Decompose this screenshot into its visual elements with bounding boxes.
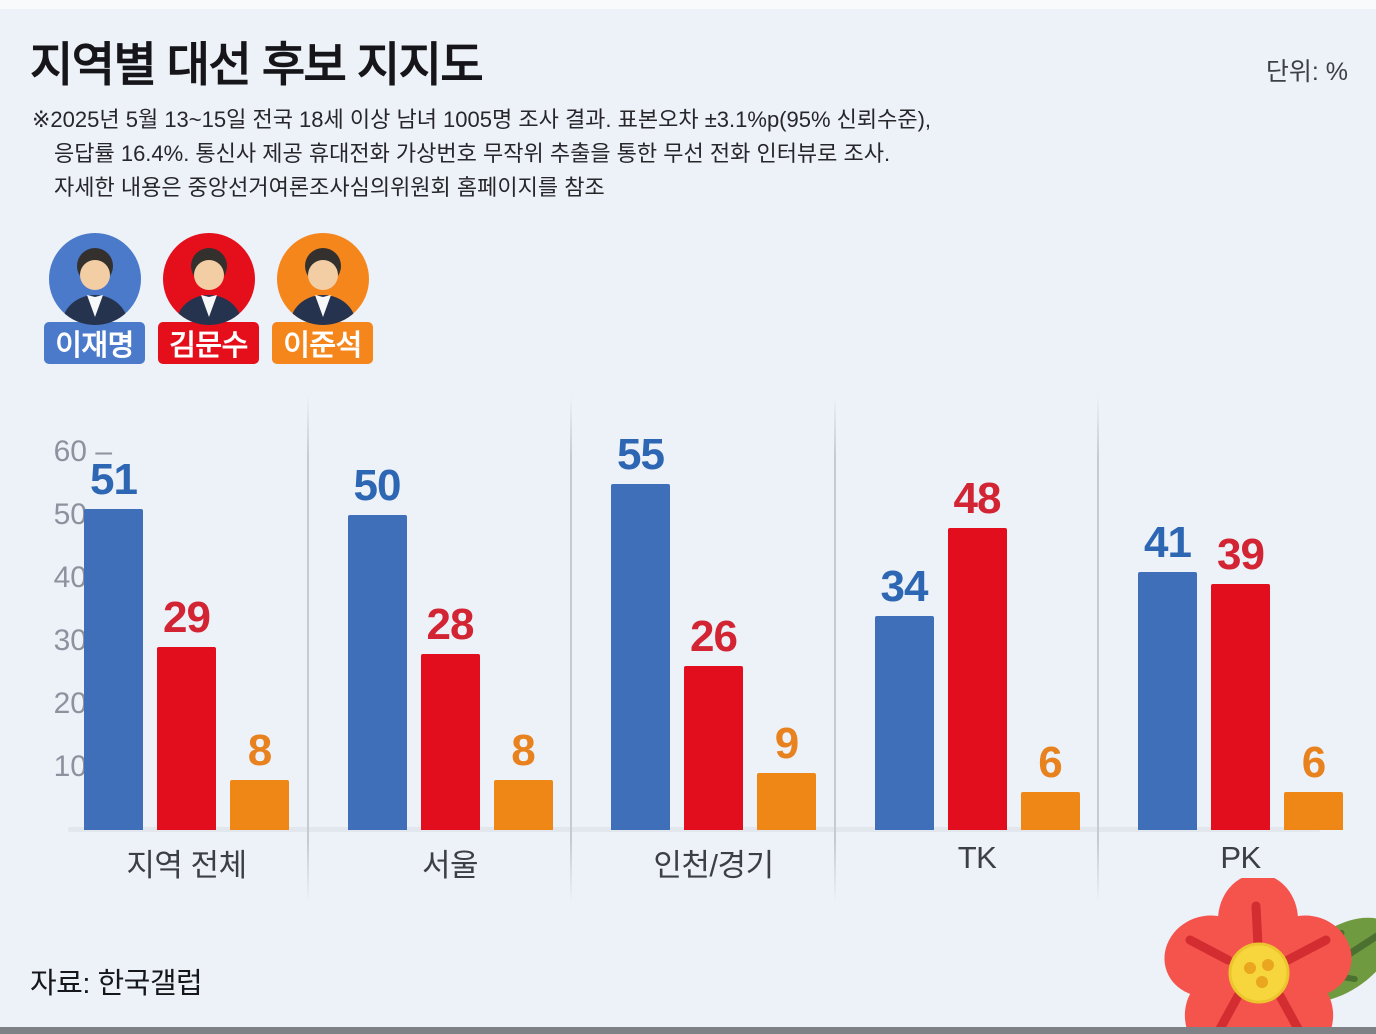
bar	[874, 615, 934, 830]
bar-column-이준석: 6	[1020, 738, 1080, 830]
bar-column-김문수: 28	[420, 599, 480, 830]
person-silhouette-icon	[175, 248, 242, 325]
bar-value-label: 55	[617, 429, 665, 479]
bar-value-label: 48	[953, 473, 1002, 523]
bar-group-4: 34 48 6	[874, 473, 1080, 830]
category-label: 지역 전체	[126, 848, 247, 883]
category-label: 서울	[421, 848, 479, 883]
group-separator	[833, 396, 836, 902]
candidate-avatar	[48, 233, 141, 325]
candidate-legend-item-lee-jae-myung: 이재명	[44, 233, 145, 364]
y-axis-tick-60: 60 –	[53, 435, 112, 468]
bar-column-이준석: 6	[1284, 741, 1343, 830]
bar	[1284, 792, 1343, 830]
bar	[947, 527, 1007, 830]
bar-value-label: 50	[353, 461, 402, 510]
person-silhouette-icon	[61, 248, 128, 325]
bar-value-label: 8	[247, 725, 273, 775]
unit-label: 단위: %	[1265, 58, 1348, 86]
bar-value-label: 8	[511, 725, 536, 775]
bar-column-이재명: 55	[611, 429, 670, 830]
survey-note: ※2025년 5월 13~15일 전국 18세 이상 남녀 1005명 조사 결…	[32, 103, 931, 205]
bar	[757, 773, 816, 830]
candidate-name-badge: 이준석	[272, 322, 373, 364]
bar-value-label: 6	[1301, 738, 1327, 788]
bar-value-label: 28	[426, 599, 475, 649]
candidate-avatar	[276, 233, 369, 325]
candidate-name-badge: 김문수	[158, 322, 259, 364]
top-edge-strip	[0, 0, 1376, 9]
group-separator	[1097, 396, 1099, 902]
bar-value-label: 6	[1038, 738, 1063, 788]
bar	[420, 653, 480, 830]
bar	[157, 647, 216, 830]
group-separator	[306, 396, 309, 902]
bar-column-김문수: 39	[1211, 533, 1270, 830]
category-label: TK	[957, 840, 997, 875]
survey-note-line-2: 응답률 16.4%. 통신사 제공 휴대전화 가상번호 무작위 추출을 통한 무…	[54, 141, 891, 166]
survey-note-line-1: ※2025년 5월 13~15일 전국 18세 이상 남녀 1005명 조사 결…	[32, 107, 932, 132]
candidate-name-badge: 이재명	[44, 322, 145, 364]
category-label: PK	[1220, 840, 1261, 875]
page-title: 지역별 대선 후보 지지도	[30, 38, 484, 91]
candidate-legend-item-kim-moon-soo: 김문수	[158, 233, 259, 364]
bar-group-2: 50 28 8	[347, 461, 553, 830]
bar	[684, 666, 743, 830]
bottom-edge-strip	[0, 1027, 1376, 1034]
bar-column-김문수: 29	[157, 596, 216, 830]
candidate-legend: 이재명 김문수 이준석	[44, 233, 373, 364]
bar-value-label: 39	[1217, 530, 1265, 580]
bar	[347, 515, 407, 830]
bar-value-label: 9	[774, 719, 800, 769]
bar-group-3: 55 26 9	[611, 429, 816, 830]
bar-group-1: 51 29 8	[84, 454, 289, 830]
bar-column-이재명: 34	[874, 561, 934, 830]
bar-column-김문수: 26	[684, 615, 743, 830]
category-label: 인천/경기	[653, 848, 774, 883]
bar	[1211, 584, 1270, 830]
flower-petals	[1164, 878, 1352, 1034]
flower-decoration-icon	[1164, 878, 1376, 1034]
bar	[1020, 792, 1080, 830]
bar-column-이재명: 50	[347, 461, 407, 830]
group-separator	[570, 396, 572, 902]
bar-column-이재명: 51	[84, 454, 143, 830]
bar	[493, 779, 553, 830]
bar-column-이준석: 8	[230, 725, 289, 830]
bar-value-label: 51	[90, 454, 138, 504]
bar-group-5: 41 39 6	[1138, 517, 1343, 830]
person-silhouette-icon	[289, 248, 356, 325]
bar-value-label: 29	[163, 593, 211, 643]
bar-value-label: 34	[880, 561, 929, 611]
bar-column-이준석: 8	[493, 725, 553, 830]
bar	[230, 779, 289, 830]
bar-value-label: 26	[690, 612, 738, 662]
bar	[1138, 571, 1197, 830]
candidate-legend-item-lee-jun-seok: 이준석	[272, 233, 373, 364]
candidate-avatar	[162, 233, 255, 325]
bar-column-이준석: 9	[757, 722, 816, 830]
survey-note-line-3: 자세한 내용은 중앙선거여론조사심의위원회 홈페이지를 참조	[54, 175, 605, 200]
bar	[84, 508, 143, 830]
bar-value-label: 41	[1144, 517, 1192, 567]
source-credit: 자료: 한국갤럽	[30, 968, 203, 1000]
bar-column-김문수: 48	[947, 473, 1007, 830]
bar	[611, 483, 670, 830]
bar-column-이재명: 41	[1138, 517, 1197, 830]
